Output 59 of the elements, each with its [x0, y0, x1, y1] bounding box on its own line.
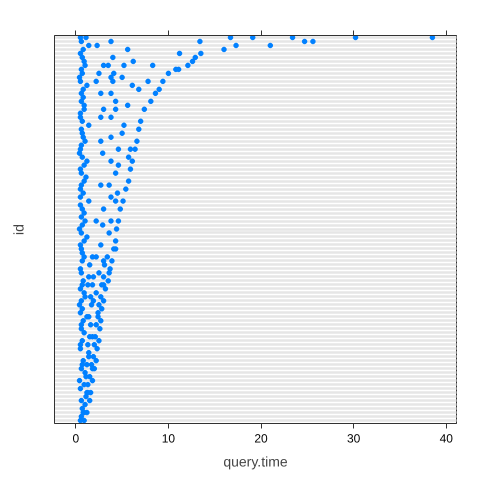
point	[106, 270, 112, 276]
point	[185, 62, 191, 68]
point	[228, 36, 234, 40]
point	[120, 198, 126, 204]
x-tick-label: 40	[440, 432, 454, 446]
point	[111, 70, 117, 76]
x-axis-title: query.time	[223, 454, 288, 470]
point	[156, 86, 162, 92]
point	[95, 314, 101, 320]
point	[197, 38, 203, 44]
point	[116, 218, 122, 224]
y-axis-title: id	[10, 224, 26, 235]
point	[100, 274, 106, 280]
x-tick-label: 20	[254, 432, 268, 446]
point	[128, 146, 134, 152]
point	[104, 254, 110, 260]
point	[268, 42, 274, 48]
point	[121, 62, 127, 68]
point	[119, 74, 125, 80]
point	[96, 302, 102, 308]
point	[100, 298, 106, 304]
point	[192, 54, 198, 60]
point	[106, 182, 112, 188]
point	[112, 106, 118, 112]
point	[110, 78, 116, 84]
point	[90, 282, 96, 288]
point	[108, 218, 114, 224]
point	[142, 106, 148, 112]
point	[148, 98, 154, 104]
point	[132, 146, 138, 152]
point	[233, 42, 239, 48]
point	[198, 50, 204, 56]
point	[98, 294, 104, 300]
point	[302, 38, 308, 44]
point	[290, 36, 296, 40]
point	[250, 36, 256, 40]
point	[352, 36, 358, 40]
point	[221, 46, 227, 52]
x-tick-label: 0	[72, 432, 80, 446]
point	[310, 38, 316, 44]
x-tick-label: 10	[162, 432, 176, 446]
point	[108, 114, 114, 120]
x-tick-label: 30	[347, 432, 361, 446]
point	[152, 90, 158, 96]
point	[430, 36, 436, 40]
point	[166, 70, 172, 76]
point	[105, 62, 111, 68]
point	[93, 322, 99, 328]
point	[108, 90, 114, 96]
point	[145, 78, 151, 84]
point	[190, 58, 196, 64]
point	[160, 78, 166, 84]
point	[109, 258, 115, 264]
point	[150, 62, 156, 68]
point	[134, 138, 140, 144]
point	[118, 206, 124, 212]
point	[88, 362, 94, 368]
point	[130, 158, 136, 164]
point	[92, 342, 98, 348]
